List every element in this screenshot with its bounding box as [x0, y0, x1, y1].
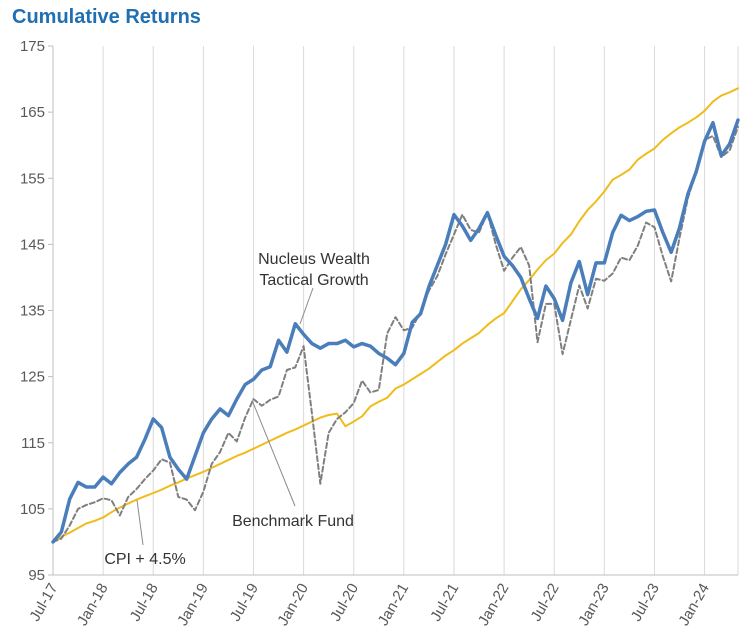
x-tick-label: Jan-22 [475, 581, 513, 629]
y-tick-label: 145 [20, 236, 45, 253]
x-tick-label: Jan-24 [675, 581, 713, 629]
annotation-leader [136, 499, 144, 546]
x-tick-label: Jan-23 [575, 581, 613, 629]
series-line-benchmark-fund [52, 125, 739, 543]
axes: Jul-17 Jan-18 Jul-18 Jan-19 Jul-19 Jan-20 Jul-… [20, 38, 738, 629]
x-tick-label: Jul-21 [427, 581, 462, 625]
annotations: Nucleus Wealth Tactical Growth Benchmark F… [104, 251, 370, 568]
x-tick-label: Jan-18 [74, 581, 112, 629]
annotation-label: Benchmark Fund [232, 513, 354, 530]
x-tick-label: Jul-18 [127, 581, 162, 625]
x-tick-label: Jul-19 [227, 581, 262, 625]
annotation-leader [251, 399, 296, 507]
y-tick-label: 115 [21, 435, 45, 452]
annotation-label: CPI + 4.5% [104, 551, 185, 568]
grid-lines [52, 46, 739, 575]
annotation-label: Tactical Growth [259, 272, 368, 289]
x-tick-label: Jan-21 [375, 581, 413, 629]
annotation-label: Nucleus Wealth [258, 251, 370, 268]
series-line-nucleus-wealth-tactical-growth [51, 118, 740, 544]
y-tick-label: 105 [20, 501, 45, 518]
series-line-cpi-4-5 [52, 87, 739, 543]
x-tick-label: Jul-22 [528, 581, 563, 625]
y-tick-label: 175 [20, 38, 45, 55]
y-tick-label: 165 [20, 104, 45, 121]
x-tick-label: Jul-23 [628, 581, 663, 625]
y-tick-label: 155 [20, 170, 45, 187]
x-tick-label: Jul-17 [26, 581, 61, 625]
y-tick-label: 125 [20, 369, 45, 386]
y-tick-label: 95 [28, 567, 45, 584]
chart-title: Cumulative Returns [12, 6, 201, 28]
annotation-leader [299, 287, 314, 325]
series-lines [51, 87, 740, 544]
x-tick-label: Jul-20 [327, 581, 362, 625]
x-tick-label: Jan-19 [174, 581, 212, 629]
y-tick-label: 135 [20, 303, 45, 320]
x-tick-label: Jan-20 [274, 581, 312, 629]
